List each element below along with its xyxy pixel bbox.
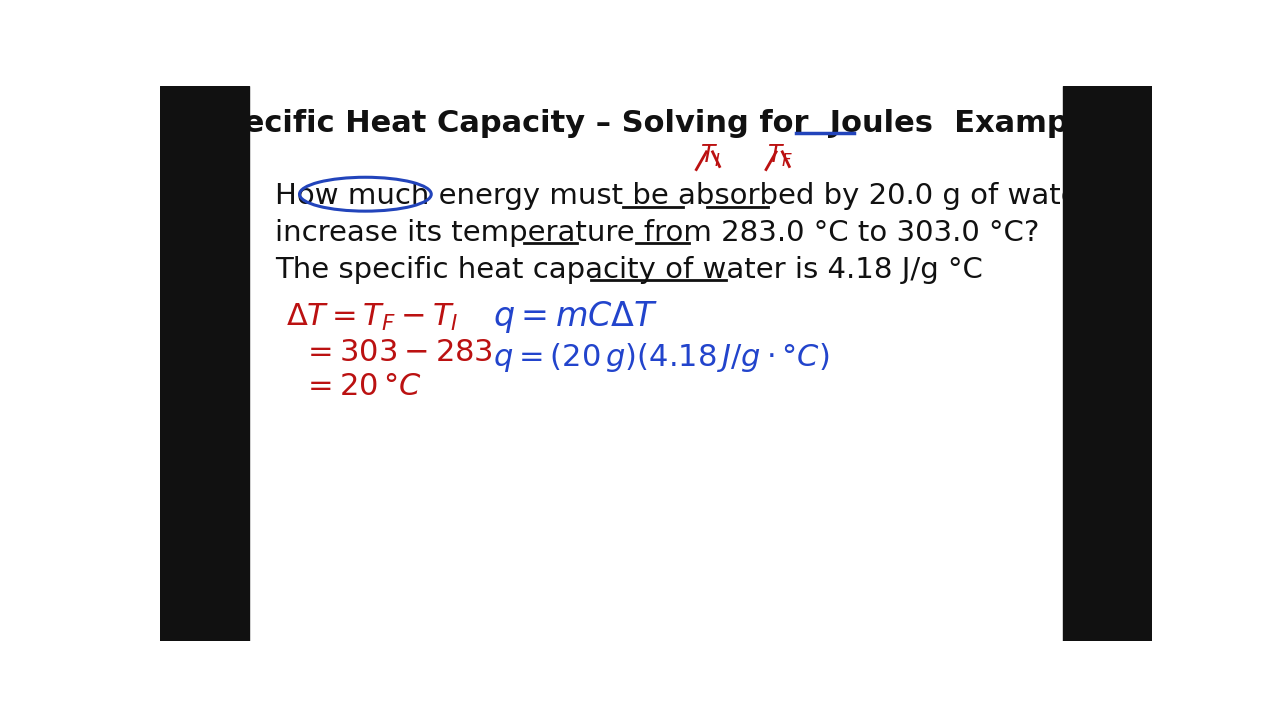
Text: The specific heat capacity of water is 4.18 J/g °C: The specific heat capacity of water is 4…: [275, 256, 983, 284]
Bar: [1062, 86, 1152, 641]
Text: Specific Heat Capacity – Solving for  Joules  Example:: Specific Heat Capacity – Solving for Jou…: [200, 109, 1112, 138]
Text: $T_I$: $T_I$: [700, 143, 721, 168]
Text: $= 20\,°C$: $= 20\,°C$: [302, 372, 421, 401]
Text: $\Delta T = T_F - T_I$: $\Delta T = T_F - T_I$: [287, 302, 458, 333]
Text: increase its temperature from 283.0 °C to 303.0 °C?: increase its temperature from 283.0 °C t…: [275, 219, 1039, 247]
Text: $T_F$: $T_F$: [767, 143, 794, 168]
Text: $q = mC\Delta T$: $q = mC\Delta T$: [493, 300, 659, 336]
Text: How much energy must be absorbed by 20.0 g of water to: How much energy must be absorbed by 20.0…: [275, 181, 1129, 210]
Text: $= 303 - 283$: $= 303 - 283$: [302, 338, 493, 366]
Bar: [160, 86, 250, 641]
Text: $q = (20\,g)(4.18\,J/g \cdot °C)$: $q = (20\,g)(4.18\,J/g \cdot °C)$: [493, 341, 829, 374]
